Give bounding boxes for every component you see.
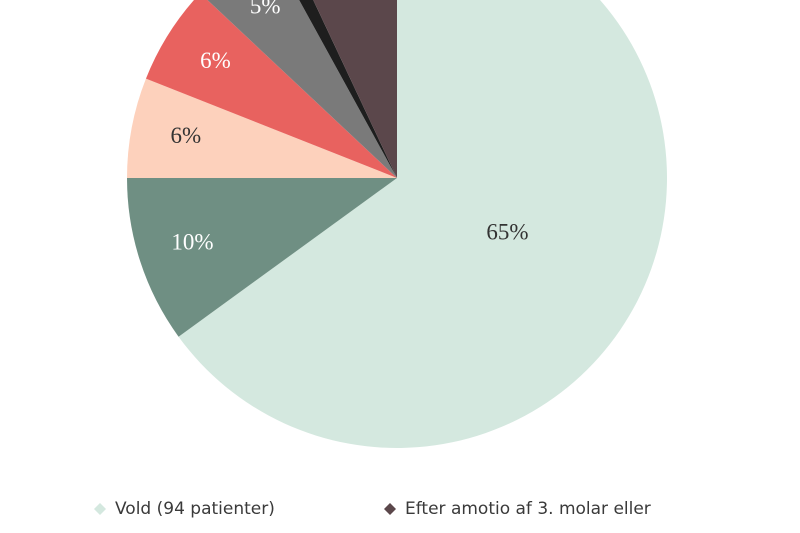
pie-slice xyxy=(127,178,397,337)
legend-marker xyxy=(384,503,396,515)
legend-label: Efter amotio af 3. molar eller xyxy=(405,499,651,519)
pie-slice xyxy=(299,0,397,178)
slice-label: 10% xyxy=(171,230,213,255)
slice-label: 6% xyxy=(200,48,231,73)
slice-label: 5% xyxy=(250,0,281,18)
slice-label: 6% xyxy=(170,123,201,148)
pie-slice xyxy=(127,78,397,178)
legend-marker xyxy=(94,503,106,515)
pie-slice xyxy=(178,0,667,448)
legend-label: Vold (94 patienter) xyxy=(115,499,275,519)
pie-slice xyxy=(313,0,397,178)
pie-slice xyxy=(145,0,397,178)
pie-slice xyxy=(207,0,397,178)
slice-label: 65% xyxy=(486,220,528,245)
